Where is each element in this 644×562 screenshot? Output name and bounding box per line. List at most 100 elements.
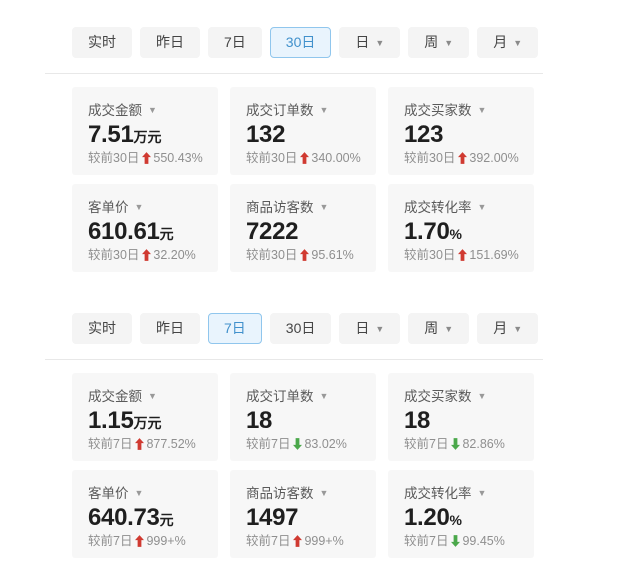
trend-arrow-icon: [458, 248, 468, 261]
metric-dropdown[interactable]: 客单价 ▼: [88, 482, 202, 502]
tab-day-dropdown[interactable]: 日 ▼: [339, 26, 401, 58]
trend-arrow-icon: [135, 534, 145, 547]
metric-value: 1497: [246, 504, 299, 532]
divider: [45, 73, 543, 74]
chevron-down-icon: ▼: [319, 487, 329, 498]
metric-card-order-count: 成交订单数 ▼ 18 较前7日 83.02%: [230, 373, 376, 461]
chevron-down-icon: ▼: [477, 390, 487, 401]
tab-week-dropdown[interactable]: 周 ▼: [408, 312, 470, 344]
metric-dropdown[interactable]: 成交金额 ▼: [88, 385, 202, 405]
metric-dropdown[interactable]: 成交买家数 ▼: [404, 385, 518, 405]
metric-dropdown[interactable]: 成交订单数 ▼: [246, 385, 360, 405]
metric-compare: 较前7日 83.02%: [246, 436, 347, 451]
metric-label: 成交买家数: [404, 103, 472, 118]
chevron-down-icon: ▼: [513, 37, 523, 48]
period-tabbar: 实时 昨日 7日 30日 日 ▼ 周 ▼ 月 ▼: [72, 312, 644, 344]
chevron-down-icon: ▼: [477, 104, 487, 115]
tab-yesterday[interactable]: 昨日: [140, 26, 200, 58]
chevron-down-icon: ▼: [375, 323, 385, 334]
chevron-down-icon: ▼: [319, 104, 329, 115]
metric-card-avg-order-value: 客单价 ▼ 610.61元 较前30日 32.20%: [72, 184, 218, 272]
metric-unit: 元: [159, 226, 174, 243]
metric-card-buyer-count: 成交买家数 ▼ 18 较前7日 82.86%: [388, 373, 534, 461]
tab-label: 日: [355, 34, 370, 50]
metric-label: 成交转化率: [404, 486, 472, 501]
metric-value: 18: [404, 407, 431, 435]
metric-compare: 较前7日 999+%: [246, 533, 344, 548]
metric-cards-grid: 成交金额 ▼ 7.51万元 较前30日 550.43% 成交订单数 ▼ 132 …: [72, 87, 644, 272]
metric-value: 123: [404, 121, 444, 149]
metric-label: 商品访客数: [246, 200, 314, 215]
tab-30day[interactable]: 30日: [269, 312, 332, 344]
metric-compare: 较前7日 99.45%: [404, 533, 505, 548]
chevron-down-icon: ▼: [134, 487, 144, 498]
chevron-down-icon: ▼: [148, 104, 157, 115]
metric-dropdown[interactable]: 成交金额 ▼: [88, 99, 202, 119]
trend-arrow-icon: [142, 151, 152, 164]
metric-compare: 较前7日 82.86%: [404, 436, 505, 451]
tab-yesterday[interactable]: 昨日: [140, 312, 200, 344]
metric-dropdown[interactable]: 客单价 ▼: [88, 196, 202, 216]
metric-compare: 较前30日 392.00%: [404, 150, 519, 165]
chevron-down-icon: ▼: [444, 37, 454, 48]
metric-label: 成交转化率: [404, 200, 472, 215]
trend-arrow-icon: [135, 437, 145, 450]
tab-day-dropdown[interactable]: 日 ▼: [339, 312, 401, 344]
chevron-down-icon: ▼: [319, 390, 329, 401]
tab-30day[interactable]: 30日: [269, 26, 332, 58]
metric-unit: 万元: [133, 415, 162, 432]
metric-value: 1.20%: [404, 504, 462, 532]
metric-compare: 较前30日 340.00%: [246, 150, 361, 165]
chevron-down-icon: ▼: [319, 201, 329, 212]
metric-dropdown[interactable]: 成交转化率 ▼: [404, 196, 518, 216]
tab-label: 月: [493, 320, 508, 336]
tab-label: 周: [424, 320, 439, 336]
tab-week-dropdown[interactable]: 周 ▼: [408, 26, 470, 58]
chevron-down-icon: ▼: [134, 201, 144, 212]
chevron-down-icon: ▼: [148, 390, 157, 401]
metrics-section-30day: 实时 昨日 7日 30日 日 ▼ 周 ▼ 月 ▼ 成交金额 ▼ 7.51万元 较…: [0, 0, 644, 272]
trend-arrow-icon: [293, 534, 303, 547]
metric-compare: 较前30日 151.69%: [404, 247, 519, 262]
period-tabbar: 实时 昨日 7日 30日 日 ▼ 周 ▼ 月 ▼: [72, 26, 644, 58]
tab-7day[interactable]: 7日: [208, 312, 262, 344]
tab-label: 月: [493, 34, 508, 50]
metric-card-transaction-amount: 成交金额 ▼ 1.15万元 较前7日 877.52%: [72, 373, 218, 461]
metric-label: 成交订单数: [246, 103, 314, 118]
metric-card-product-visitors: 商品访客数 ▼ 7222 较前30日 95.61%: [230, 184, 376, 272]
metric-value: 1.15万元: [88, 407, 162, 435]
tab-realtime[interactable]: 实时: [72, 312, 132, 344]
metric-value: 640.73元: [88, 504, 174, 532]
tab-month-dropdown[interactable]: 月 ▼: [477, 312, 539, 344]
trend-arrow-icon: [458, 151, 468, 164]
metric-dropdown[interactable]: 成交买家数 ▼: [404, 99, 518, 119]
metric-label: 客单价: [88, 486, 129, 501]
trend-arrow-icon: [451, 437, 461, 450]
metric-compare: 较前30日 550.43%: [88, 150, 203, 165]
metric-cards-grid: 成交金额 ▼ 1.15万元 较前7日 877.52% 成交订单数 ▼ 18 较前…: [72, 373, 644, 558]
metric-dropdown[interactable]: 商品访客数 ▼: [246, 196, 360, 216]
metrics-section-7day: 实时 昨日 7日 30日 日 ▼ 周 ▼ 月 ▼ 成交金额 ▼ 1.15万元 较…: [0, 272, 644, 558]
chevron-down-icon: ▼: [375, 37, 385, 48]
metric-dropdown[interactable]: 商品访客数 ▼: [246, 482, 360, 502]
metric-dropdown[interactable]: 成交订单数 ▼: [246, 99, 360, 119]
metric-label: 客单价: [88, 200, 129, 215]
metric-label: 成交买家数: [404, 389, 472, 404]
metric-card-buyer-count: 成交买家数 ▼ 123 较前30日 392.00%: [388, 87, 534, 175]
trend-arrow-icon: [300, 248, 310, 261]
chevron-down-icon: ▼: [477, 201, 487, 212]
metric-unit: %: [449, 512, 462, 529]
tab-month-dropdown[interactable]: 月 ▼: [477, 26, 539, 58]
metric-compare: 较前30日 32.20%: [88, 247, 196, 262]
tab-label: 日: [355, 320, 370, 336]
metric-value: 7222: [246, 218, 299, 246]
metric-dropdown[interactable]: 成交转化率 ▼: [404, 482, 518, 502]
tab-realtime[interactable]: 实时: [72, 26, 132, 58]
metric-value: 7.51万元: [88, 121, 162, 149]
metric-compare: 较前7日 999+%: [88, 533, 186, 548]
tab-7day[interactable]: 7日: [208, 26, 262, 58]
metric-value: 1.70%: [404, 218, 462, 246]
metric-label: 成交订单数: [246, 389, 314, 404]
metric-label: 成交金额: [88, 389, 142, 404]
chevron-down-icon: ▼: [444, 323, 454, 334]
